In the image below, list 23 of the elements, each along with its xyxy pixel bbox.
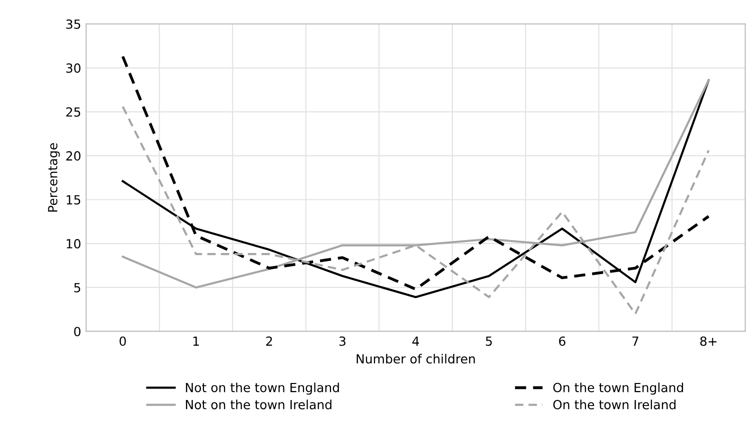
y-tick-label: 5 — [74, 283, 80, 292]
legend-label: Not on the town England — [186, 382, 339, 395]
legend-label: Not on the town Ireland — [186, 400, 332, 410]
y-tick-label: 15 — [66, 195, 80, 205]
x-tick-label: 6 — [559, 336, 566, 346]
y-tick-label: 35 — [66, 19, 80, 29]
x-tick-label: 2 — [266, 336, 272, 346]
y-axis-title: Percentage — [48, 143, 60, 212]
legend-label: On the town England — [553, 382, 684, 395]
x-tick-label: 0 — [120, 336, 126, 346]
y-tick-label: 30 — [66, 63, 80, 73]
legend-label: On the town Ireland — [553, 400, 676, 410]
y-tick-label: 25 — [66, 107, 80, 117]
x-tick-label: 1 — [193, 336, 199, 346]
x-tick-label: 3 — [339, 336, 346, 346]
y-tick-label: 10 — [66, 239, 80, 248]
x-tick-label: 8+ — [700, 336, 717, 346]
y-tick-label: 20 — [66, 151, 80, 161]
x-tick-label: 5 — [486, 336, 492, 346]
x-tick-label: 4 — [412, 336, 419, 346]
x-axis-title: Number of children — [356, 354, 475, 364]
y-tick-label: 0 — [74, 326, 80, 336]
x-tick-label: 7 — [632, 336, 638, 346]
